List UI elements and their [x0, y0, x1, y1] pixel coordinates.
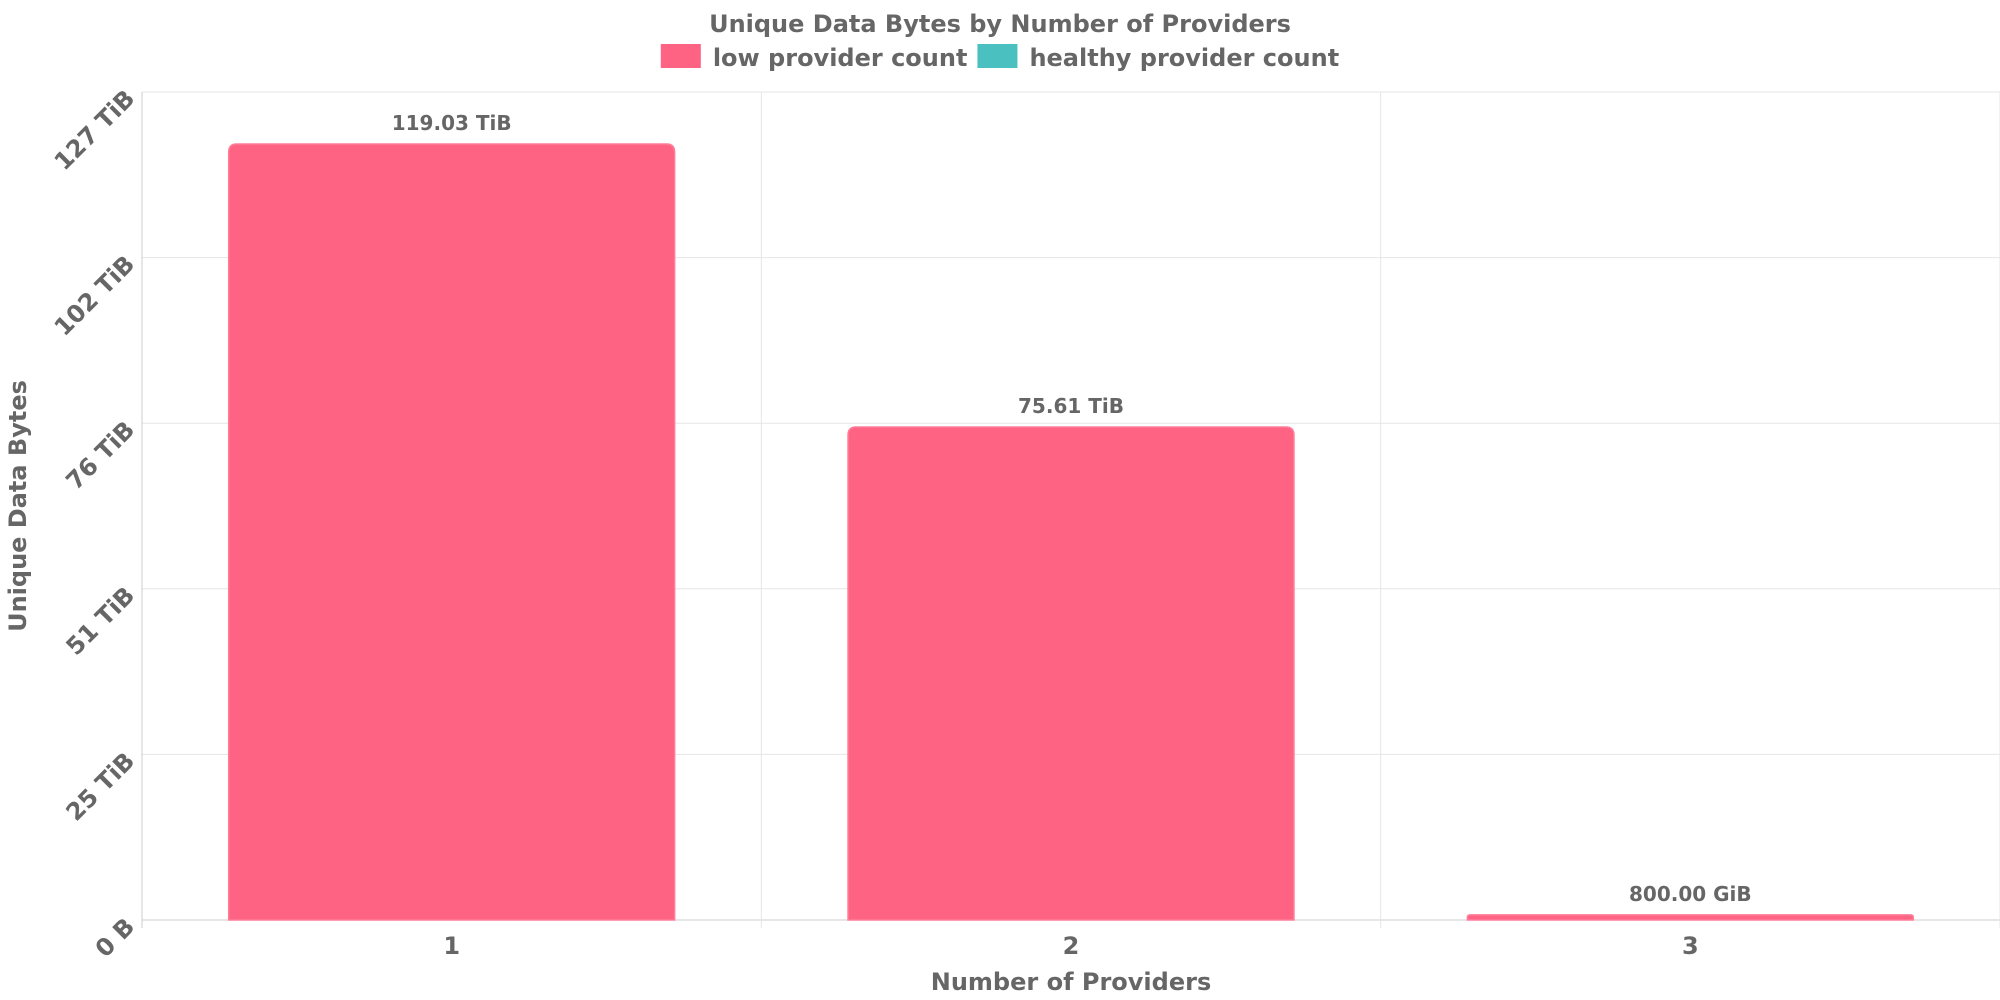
x-axis-ticks: 1 2 3 [443, 932, 1698, 960]
x-tick-label: 2 [1063, 932, 1080, 960]
bars [227, 143, 1915, 921]
bar [227, 143, 676, 921]
bar [847, 426, 1295, 921]
legend: low provider count healthy provider count [660, 44, 1339, 72]
legend-swatch [977, 44, 1018, 68]
bar-value-label: 119.03 TiB [392, 111, 512, 135]
x-tick-label: 3 [1682, 932, 1699, 960]
legend-swatch [660, 44, 701, 68]
y-tick-label: 51 TiB [61, 581, 141, 661]
bar [1466, 914, 1915, 921]
y-tick-label: 127 TiB [49, 84, 140, 175]
y-tick-label: 76 TiB [61, 416, 141, 496]
y-axis-title: Unique Data Bytes [4, 380, 32, 632]
x-tick-label: 1 [443, 932, 460, 960]
data-labels: 119.03 TiB 75.61 TiB 800.00 GiB [392, 111, 1752, 906]
legend-label: healthy provider count [1029, 44, 1339, 72]
y-tick-label: 25 TiB [61, 747, 141, 827]
y-tick-label: 102 TiB [49, 250, 140, 341]
y-tick-label: 0 B [90, 912, 140, 962]
y-axis-ticks: 0 B 25 TiB 51 TiB 76 TiB 102 TiB 127 TiB [49, 84, 140, 962]
legend-label: low provider count [713, 44, 968, 72]
bar-value-label: 75.61 TiB [1018, 394, 1124, 418]
x-axis-title: Number of Providers [931, 968, 1211, 996]
bar-value-label: 800.00 GiB [1629, 882, 1752, 906]
chart-title: Unique Data Bytes by Number of Providers [709, 10, 1291, 38]
